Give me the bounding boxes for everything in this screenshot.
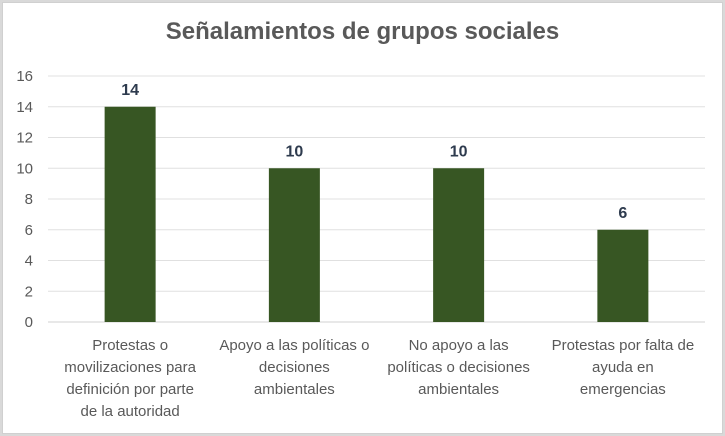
x-category-label: Protestas por falta de ayuda en emergencia… [543, 335, 703, 401]
bar [433, 168, 485, 322]
x-category-label-line: Protestas o [92, 337, 169, 354]
data-label: 10 [285, 143, 303, 160]
y-tick-label: 16 [16, 68, 33, 85]
data-label: 6 [618, 205, 627, 222]
y-tick-label: 14 [16, 99, 33, 116]
chart-title: Señalamientos de grupos sociales [165, 18, 560, 45]
x-category-label: No apoyo a las políticas o decisiones ambi… [379, 335, 539, 401]
x-category-label-line: No apoyo a las [408, 337, 509, 354]
y-tick-label: 6 [25, 222, 33, 239]
bar [268, 168, 320, 322]
x-category-label-line: políticas o decisiones [387, 359, 530, 376]
x-category-label-line: definición por parte [66, 381, 194, 398]
y-tick-label: 2 [25, 283, 33, 300]
x-category-label-line: decisiones [258, 359, 330, 376]
y-tick-label: 4 [25, 253, 33, 270]
bar [597, 229, 649, 322]
x-category-label: Apoyo a las políticas o decisiones ambient… [214, 335, 374, 401]
y-tick-label: 10 [16, 160, 33, 177]
data-label: 14 [121, 82, 139, 99]
x-category-label: Protestas o movilizaciones para definición… [50, 335, 210, 423]
x-category-label-line: de la autoridad [80, 403, 180, 420]
y-tick-label: 8 [25, 191, 33, 208]
x-category-label-line: emergencias [579, 381, 666, 398]
data-label: 10 [450, 143, 468, 160]
x-category-label-line: ayuda en [592, 359, 654, 376]
bar [104, 106, 156, 322]
y-tick-label: 0 [25, 314, 33, 331]
x-category-label-line: Apoyo a las políticas o [219, 337, 370, 354]
y-tick-label: 12 [16, 130, 33, 147]
x-category-label-line: Protestas por falta de [551, 337, 695, 354]
x-category-label-line: movilizaciones para [64, 359, 196, 376]
x-category-label-line: ambientales [418, 381, 500, 398]
x-category-label-line: ambientales [253, 381, 335, 398]
